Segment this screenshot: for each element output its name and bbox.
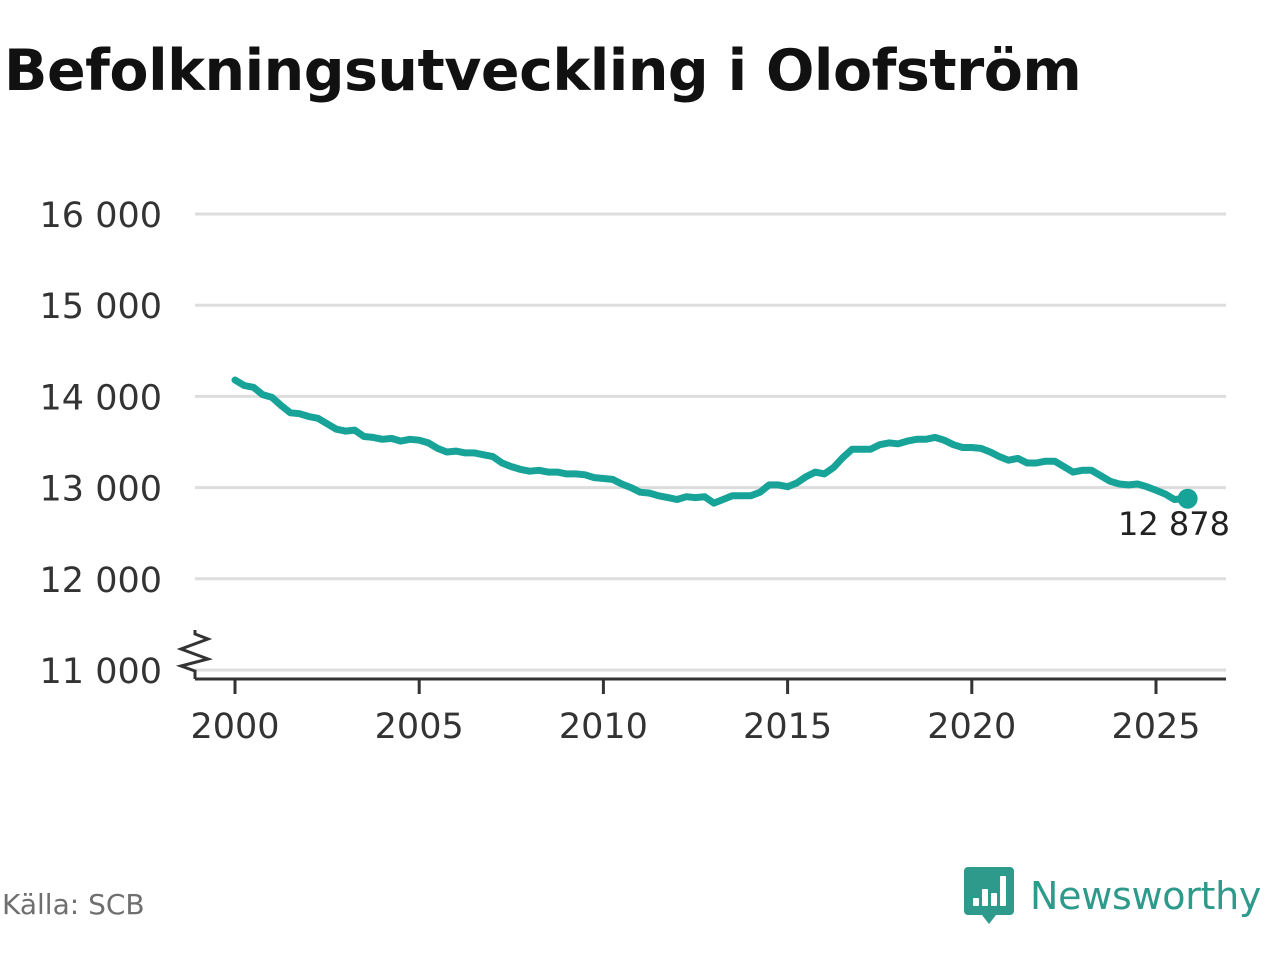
axis-break-mark bbox=[175, 630, 214, 679]
x-axis-ticks: 2000 2005 2010 2015 2020 2025 bbox=[190, 679, 1201, 747]
newsworthy-logo-icon bbox=[964, 867, 1014, 924]
y-tick-label: 11 000 bbox=[40, 652, 162, 692]
x-tick-label: 2010 bbox=[559, 707, 648, 747]
gridlines bbox=[195, 212, 1226, 672]
source-label: Källa: SCB bbox=[2, 888, 145, 921]
brand-name[interactable]: Newsworthy bbox=[1030, 874, 1262, 918]
series-layer bbox=[231, 376, 1198, 509]
x-tick-label: 2015 bbox=[743, 707, 832, 747]
y-tick-label: 13 000 bbox=[40, 470, 162, 510]
x-tick-label: 2005 bbox=[375, 707, 464, 747]
chart-title: Befolkningsutveckling i Olofström bbox=[4, 38, 1082, 104]
y-tick-label: 16 000 bbox=[40, 196, 162, 236]
end-label-layer: 12 878 bbox=[1118, 505, 1230, 543]
y-axis-ticks: 11 000 12 000 13 000 14 000 15 000 16 000 bbox=[40, 196, 162, 692]
x-tick-label: 2000 bbox=[190, 707, 279, 747]
y-tick-label: 15 000 bbox=[40, 287, 162, 327]
x-tick-label: 2025 bbox=[1111, 707, 1200, 747]
y-axis-break bbox=[175, 630, 214, 679]
end-point-marker bbox=[1177, 488, 1198, 509]
series-line bbox=[231, 376, 1188, 507]
x-tick-label: 2020 bbox=[927, 707, 1016, 747]
y-tick-label: 12 000 bbox=[40, 561, 162, 601]
end-value-label: 12 878 bbox=[1118, 505, 1230, 543]
y-tick-label: 14 000 bbox=[40, 378, 162, 418]
brand-logo[interactable]: Newsworthy bbox=[964, 866, 1261, 926]
